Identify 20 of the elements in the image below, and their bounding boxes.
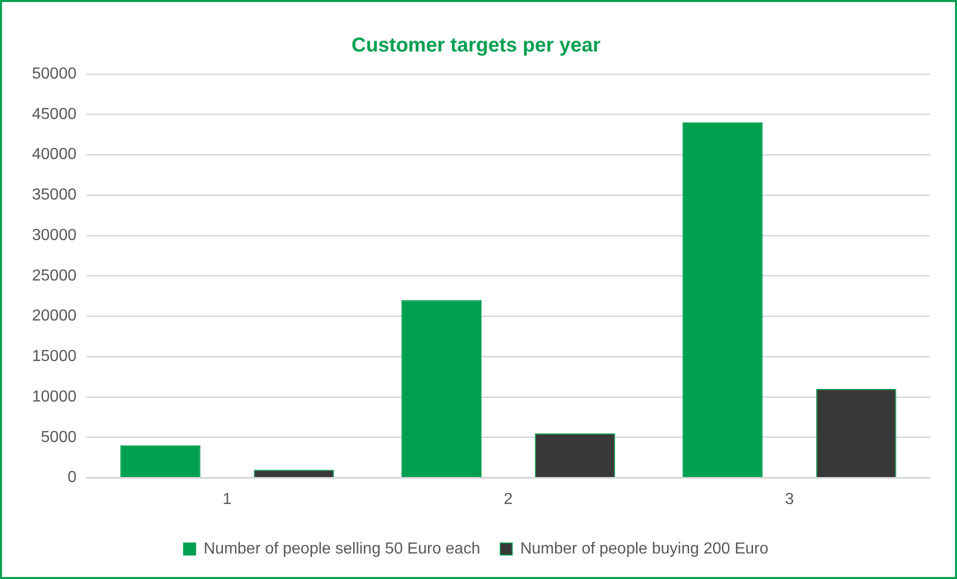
x-tick-label: 1 [222,490,232,508]
legend-label: Number of people selling 50 Euro each [204,540,480,558]
bar [401,300,482,478]
y-tick-label: 10000 [32,388,77,406]
chart-title: Customer targets per year [352,34,601,57]
y-tick-label: 35000 [32,186,77,204]
y-tick-label: 40000 [32,146,77,164]
x-tick-label: 3 [784,490,794,508]
x-tick-label: 2 [504,490,513,508]
y-tick-label: 5000 [40,428,77,446]
y-tick-label: 45000 [32,106,77,123]
legend-label: Number of people buying 200 Euro [520,540,768,558]
y-tick-label: 0 [68,469,77,486]
y-tick-label: 25000 [32,267,77,284]
y-tick-label: 15000 [32,348,77,366]
bar [120,445,200,478]
y-tick-label: 20000 [32,308,77,325]
y-tick-label: 30000 [32,226,77,244]
y-tick-label: 50000 [32,65,77,82]
bar [682,122,763,478]
